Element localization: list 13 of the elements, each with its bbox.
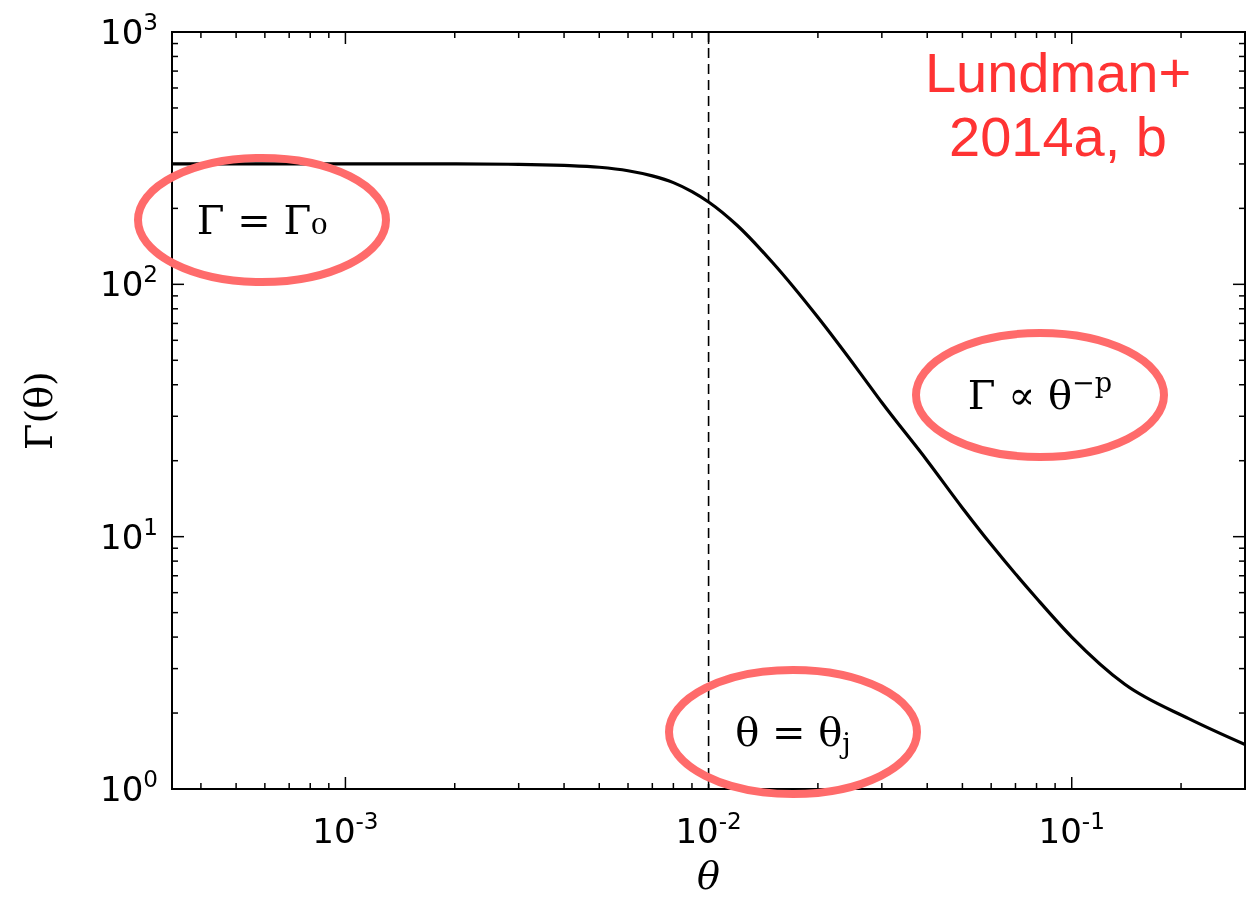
x-axis-title: θ xyxy=(697,854,721,897)
annotation: Γ = Γ₀ xyxy=(196,197,328,243)
x-tick-label: 10$^{-3}$ xyxy=(312,807,379,851)
y-tick-label: 10$^{1}$ xyxy=(100,513,158,557)
annotation: θ = θ$_{j}$ xyxy=(735,709,851,759)
annotation: Γ ∝ θ$^{−p}$ xyxy=(967,367,1113,418)
y-tick-label: 10$^{2}$ xyxy=(100,261,158,305)
y-tick-label: 10$^{0}$ xyxy=(100,765,158,809)
y-axis-title: Γ(θ) xyxy=(17,371,61,450)
x-tick-label: 10$^{-2}$ xyxy=(675,807,742,851)
annotation: Lundman+ 2014a, b xyxy=(924,41,1192,168)
x-tick-label: 10$^{-1}$ xyxy=(1038,807,1105,851)
y-tick-label: 10$^{3}$ xyxy=(100,8,158,52)
